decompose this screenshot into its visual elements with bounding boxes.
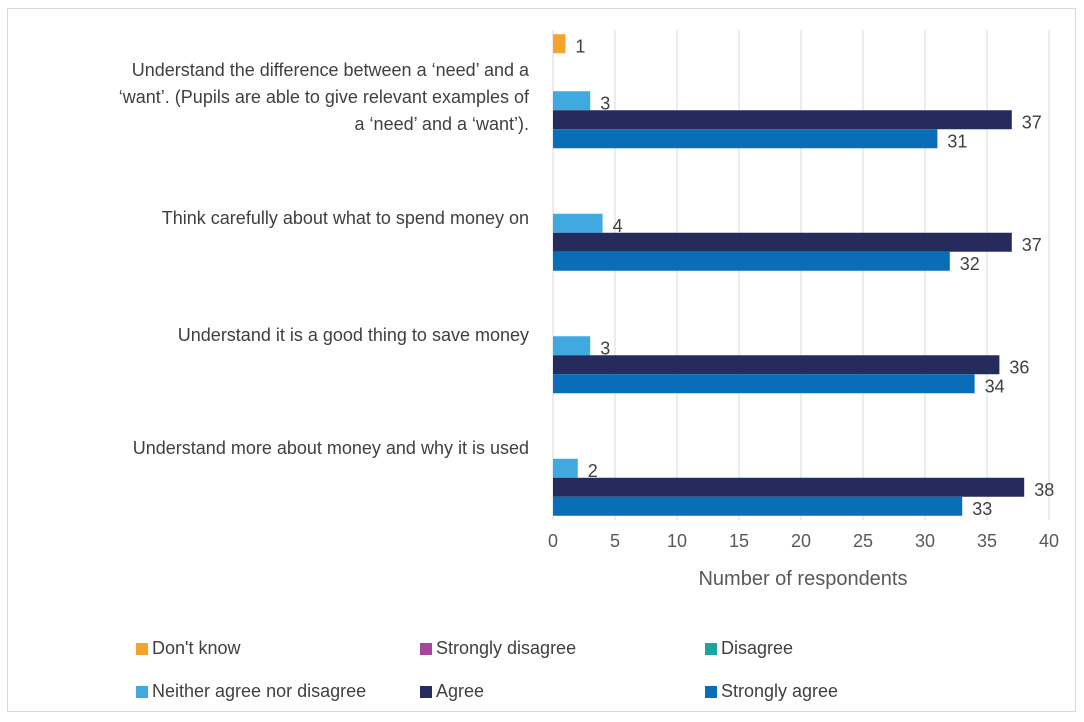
data-label-cat2-series5: 34 [985,376,1005,396]
data-label-cat0-series0: 1 [575,36,585,56]
bar-cat2-series4 [553,355,1000,375]
data-label-cat2-series4: 36 [1009,357,1029,377]
category-label-2-line-0: Understand it is a good thing to save mo… [177,325,529,345]
data-label-cat0-series4: 37 [1022,112,1042,132]
bar-cat0-series3 [553,91,591,111]
x-tick-label-1: 5 [610,531,620,551]
bar-cat2-series3 [553,336,591,356]
data-label-cat1-series4: 37 [1022,235,1042,255]
bar-cat0-series0 [553,34,566,54]
x-tick-label-4: 20 [791,531,811,551]
x-axis-title: Number of respondents [698,568,907,590]
bar-cat1-series4 [553,232,1012,252]
category-label-3-line-0: Understand more about money and why it i… [132,438,529,458]
bar-cat2-series5 [553,374,975,394]
data-label-cat3-series3: 2 [588,461,598,481]
x-tick-label-2: 10 [667,531,687,551]
data-label-cat3-series5: 33 [972,499,992,519]
category-label-0-line-0: Understand the difference between a ‘nee… [131,60,529,80]
category-label-0-line-1: ‘want’. (Pupils are able to give relevan… [118,87,529,107]
x-tick-label-5: 25 [853,531,873,551]
category-label-1-line-0: Think carefully about what to spend mone… [161,208,529,228]
bar-cat3-series3 [553,458,578,478]
category-label-2: Understand it is a good thing to save mo… [9,322,529,349]
category-label-0-line-2: a ‘need’ and a ‘want’). [354,114,529,134]
bar-cat1-series3 [553,213,603,233]
data-label-cat3-series4: 38 [1034,480,1054,500]
data-label-cat1-series3: 4 [613,216,623,236]
bar-cat3-series4 [553,477,1025,497]
data-label-cat1-series5: 32 [960,254,980,274]
x-tick-label-3: 15 [729,531,749,551]
bar-cat3-series5 [553,496,963,516]
x-tick-label-6: 30 [915,531,935,551]
x-tick-label-7: 35 [977,531,997,551]
category-label-3: Understand more about money and why it i… [9,435,529,462]
data-label-cat2-series3: 3 [600,338,610,358]
data-label-cat0-series5: 31 [947,131,967,151]
category-label-0: Understand the difference between a ‘nee… [9,57,529,138]
category-label-1: Think carefully about what to spend mone… [9,205,529,232]
bar-cat1-series5 [553,251,950,271]
data-label-cat0-series3: 3 [600,93,610,113]
bar-cat0-series4 [553,110,1012,130]
x-tick-label-0: 0 [548,531,558,551]
x-tick-label-8: 40 [1039,531,1059,551]
bar-cat0-series5 [553,129,938,149]
